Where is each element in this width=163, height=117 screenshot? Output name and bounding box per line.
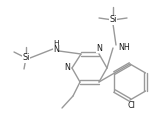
Text: Si: Si — [109, 15, 117, 24]
Text: N: N — [96, 44, 102, 53]
Text: NH: NH — [118, 44, 130, 53]
Text: Cl: Cl — [127, 102, 135, 110]
Text: H: H — [53, 40, 59, 46]
Text: N: N — [64, 64, 70, 73]
Text: N: N — [53, 44, 59, 53]
Text: Si: Si — [22, 53, 30, 62]
